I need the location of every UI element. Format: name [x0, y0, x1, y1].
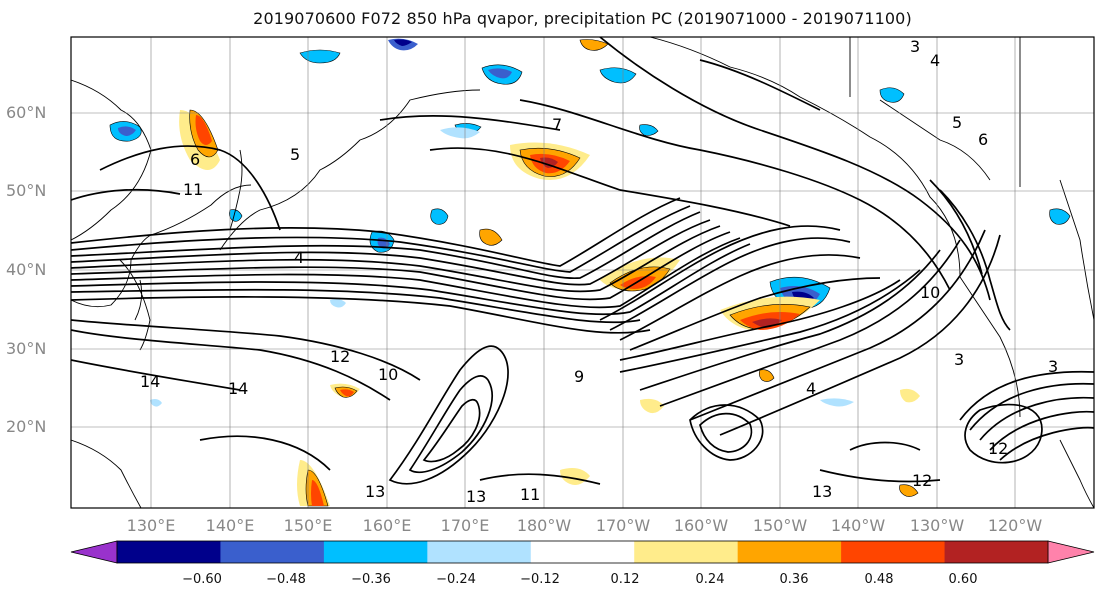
contour-label: 9 — [574, 367, 584, 386]
lon-label: 140°W — [830, 516, 886, 535]
contour-label: 3 — [954, 350, 964, 369]
contour-label: 5 — [952, 113, 962, 132]
lat-label: 30°N — [6, 339, 47, 358]
lat-label: 60°N — [6, 103, 47, 122]
colorbar-tick-label: 0.48 — [864, 572, 894, 587]
colorbar-segment — [944, 541, 1049, 563]
colorbar-segment — [737, 541, 842, 563]
colorbar-tick-label: 0.60 — [948, 572, 978, 587]
contour-label: 3 — [1048, 357, 1058, 376]
contour-label: 12 — [330, 347, 350, 366]
lon-label: 180°W — [516, 516, 572, 535]
colorbar-tick-label: −0.24 — [436, 572, 476, 587]
lon-label: 130°E — [126, 516, 176, 535]
colorbar-high-extend — [1047, 540, 1095, 564]
contour-label: 10 — [378, 365, 398, 384]
colorbar-segment — [117, 541, 221, 563]
colorbar-tick-label: −0.36 — [351, 572, 391, 587]
precip-patches — [109, 38, 1071, 507]
contour-label: 12 — [988, 439, 1008, 458]
contour-label: 4 — [294, 248, 304, 267]
colorbar-outline — [116, 540, 1049, 564]
colorbar-low-extend — [70, 540, 118, 564]
contour-label: 6 — [978, 130, 988, 149]
colorbar-segment — [634, 541, 739, 563]
colorbar-segments — [117, 541, 1049, 563]
map-content: 4 5 6 7 9 10 11 12 13 14 3 3 4 5 6 10 12… — [71, 37, 1094, 508]
lon-label: 150°W — [752, 516, 808, 535]
lat-label: 20°N — [6, 417, 47, 436]
lon-label: 150°E — [283, 516, 333, 535]
lon-label: 120°W — [987, 516, 1043, 535]
contour-label: 13 — [812, 482, 832, 501]
colorbar-tick-label: −0.12 — [520, 572, 560, 587]
colorbar-tick-label: −0.48 — [266, 572, 306, 587]
contour-label: 11 — [183, 180, 203, 199]
contour-label: 6 — [190, 150, 200, 169]
lon-label: 160°E — [362, 516, 412, 535]
lon-label: 170°E — [440, 516, 490, 535]
colorbar-segment — [323, 541, 428, 563]
colorbar-tick-label: −0.60 — [182, 572, 222, 587]
lon-label: 170°W — [595, 516, 651, 535]
contour-label: 7 — [552, 115, 562, 134]
colorbar-segment — [841, 541, 946, 563]
contour-label: 4 — [930, 51, 940, 70]
colorbar-tick-label: 0.24 — [695, 572, 725, 587]
lat-label: 50°N — [6, 181, 47, 200]
colorbar-segment — [530, 541, 635, 563]
lon-label: 140°E — [205, 516, 255, 535]
contour-label: 4 — [806, 379, 816, 398]
contour-label: 11 — [520, 485, 540, 504]
contour-label: 13 — [466, 487, 486, 506]
contour-labels: 4 5 6 7 9 10 11 12 13 14 3 3 4 5 6 10 12… — [140, 37, 1058, 506]
contour-label: 10 — [920, 283, 940, 302]
lon-label: 160°W — [673, 516, 729, 535]
qvapor-contours — [71, 37, 1094, 485]
contour-label: 12 — [912, 471, 932, 490]
contour-label: 5 — [290, 145, 300, 164]
contour-label: 14 — [228, 379, 248, 398]
contour-label: 14 — [140, 372, 160, 391]
map-frame — [70, 36, 1095, 509]
colorbar-segment — [427, 541, 532, 563]
contour-label: 13 — [365, 482, 385, 501]
colorbar-segment — [220, 541, 325, 563]
lat-label: 40°N — [6, 260, 47, 279]
colorbar-tick-label: 0.36 — [779, 572, 809, 587]
colorbar-tick-label: 0.12 — [610, 572, 640, 587]
lon-label: 130°W — [909, 516, 965, 535]
map-title: 2019070600 F072 850 hPa qvapor, precipit… — [253, 9, 912, 28]
contour-label: 3 — [910, 37, 920, 56]
